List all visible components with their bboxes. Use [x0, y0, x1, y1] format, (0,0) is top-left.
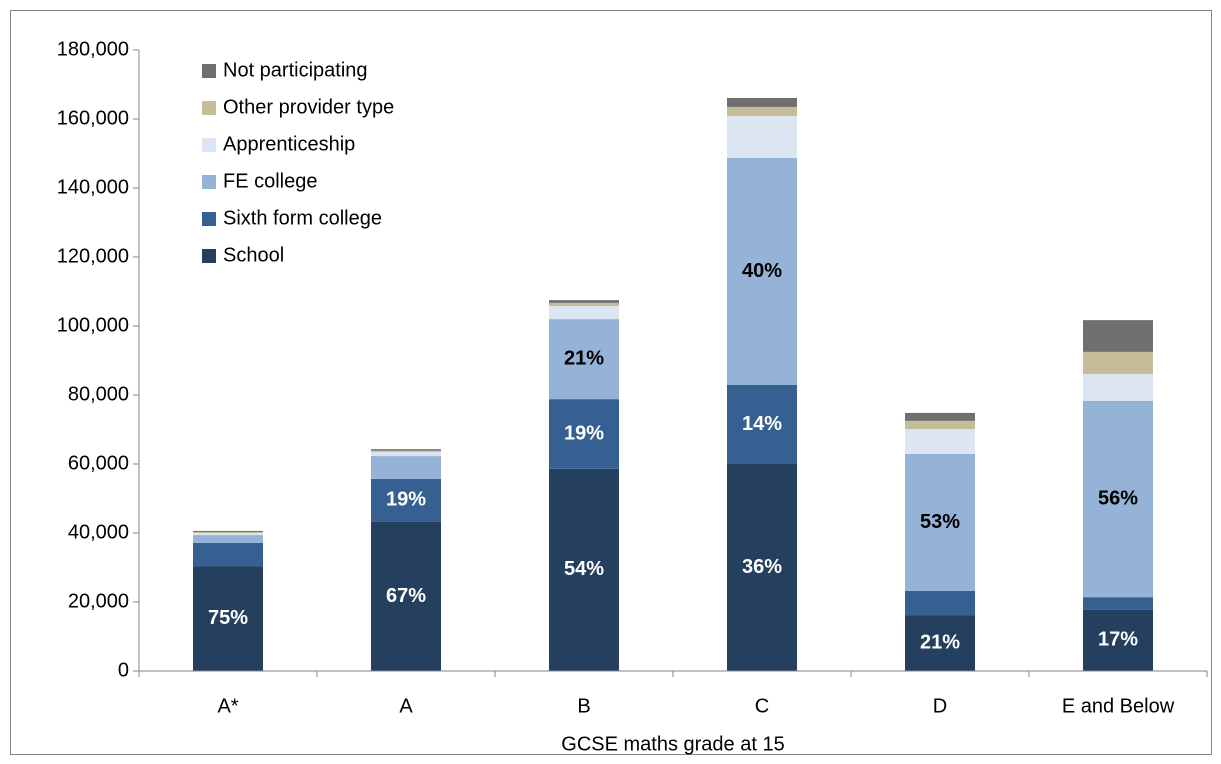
bar-segment	[371, 450, 441, 452]
bar-segment	[1083, 373, 1153, 401]
data-label: 53%	[920, 511, 960, 533]
data-label: 21%	[920, 631, 960, 653]
x-tick-label: A*	[217, 695, 238, 717]
y-tick-label: 140,000	[57, 176, 129, 198]
bar-segment	[371, 451, 441, 457]
legend-swatch	[202, 249, 216, 263]
y-tick-label: 40,000	[68, 521, 129, 543]
data-label: 14%	[742, 413, 782, 435]
x-axis-title: GCSE maths grade at 15	[561, 733, 784, 755]
bar-segment	[727, 157, 797, 385]
y-tick-label: 100,000	[57, 314, 129, 336]
data-label: 54%	[564, 558, 604, 580]
legend-swatch	[202, 138, 216, 152]
y-tick-label: 160,000	[57, 107, 129, 129]
data-label: 19%	[386, 489, 426, 511]
y-tick-label: 60,000	[68, 452, 129, 474]
bar-segment	[549, 399, 619, 469]
bar-segment	[905, 412, 975, 421]
y-tick-label: 20,000	[68, 590, 129, 612]
legend-label: Apprenticeship	[223, 133, 355, 155]
bar-segment	[193, 530, 263, 532]
bar-segment	[193, 533, 263, 536]
bar-segment	[371, 478, 441, 522]
bar-segment	[727, 384, 797, 464]
bar-segment	[371, 449, 441, 451]
y-tick-label: 80,000	[68, 383, 129, 405]
legend-swatch	[202, 212, 216, 226]
bar-segment	[549, 305, 619, 320]
x-tick-label: A	[399, 695, 413, 717]
x-tick-label: D	[933, 695, 947, 717]
bar-segment	[1083, 320, 1153, 352]
bar-segment	[727, 97, 797, 107]
bar-segment	[1083, 597, 1153, 610]
y-tick-label: 0	[118, 659, 129, 681]
legend-label: FE college	[223, 170, 318, 192]
x-tick-label: C	[755, 695, 769, 717]
data-label: 17%	[1098, 629, 1138, 651]
bar-segment	[193, 566, 263, 671]
bar-segment	[905, 420, 975, 430]
bar-segment	[193, 531, 263, 533]
bar-segment	[905, 453, 975, 591]
bar-segment	[727, 115, 797, 158]
y-tick-label: 120,000	[57, 245, 129, 267]
legend-label: Not participating	[223, 59, 368, 81]
bar-segment	[905, 615, 975, 671]
data-label: 21%	[564, 347, 604, 369]
data-label: 36%	[742, 556, 782, 578]
legend-swatch	[202, 64, 216, 78]
bar-segment	[371, 521, 441, 671]
bar-segment	[193, 535, 263, 544]
legend-swatch	[202, 101, 216, 115]
bar-segment	[549, 468, 619, 671]
legend-label: Other provider type	[223, 96, 394, 118]
bar-segment	[549, 302, 619, 306]
data-label: 40%	[742, 260, 782, 282]
legend-label: School	[223, 244, 284, 266]
bar-segment	[905, 429, 975, 454]
data-label: 56%	[1098, 487, 1138, 509]
bar-segment	[1083, 609, 1153, 671]
bar-segment	[727, 106, 797, 116]
x-tick-label: E and Below	[1062, 695, 1175, 717]
data-label: 75%	[208, 607, 248, 629]
bar-segment	[193, 543, 263, 567]
legend-label: Sixth form college	[223, 207, 382, 229]
bar-segment	[371, 456, 441, 479]
bar-segment	[549, 319, 619, 400]
x-tick-label: B	[577, 695, 590, 717]
legend-swatch	[202, 175, 216, 189]
data-label: 19%	[564, 422, 604, 444]
bar-segment	[549, 300, 619, 303]
y-tick-label: 180,000	[57, 38, 129, 60]
bar-segment	[1083, 351, 1153, 374]
bar-segment	[1083, 400, 1153, 598]
bar-segment	[727, 464, 797, 671]
bar-segment	[905, 590, 975, 616]
data-label: 67%	[386, 585, 426, 607]
